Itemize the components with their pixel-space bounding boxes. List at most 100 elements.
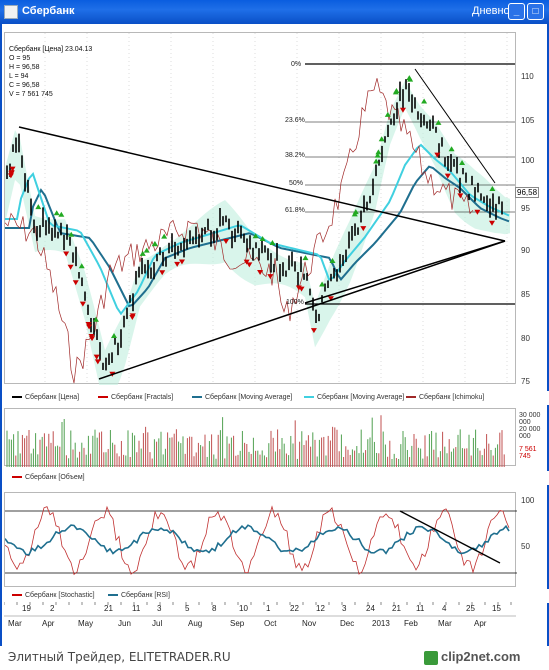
fractal-up-marker xyxy=(421,98,428,104)
trendline-upper xyxy=(18,126,506,242)
volume-axis[interactable]: 30 000 000 20 000 000 7 561 745 xyxy=(517,408,549,466)
legend-item[interactable]: Сбербанк [Fractals] xyxy=(98,394,173,401)
fractal-down-marker xyxy=(360,226,367,232)
oscillator-pane[interactable] xyxy=(4,492,517,587)
day-label: 10 xyxy=(239,604,248,613)
fractal-down-marker xyxy=(8,170,15,176)
legend-item[interactable]: Сбербанк [Цена] xyxy=(12,394,79,401)
fractal-down-marker xyxy=(457,193,464,199)
price-pane[interactable]: Сбербанк [Цена] 23.04.13 O = 95 H = 96,5… xyxy=(4,32,516,385)
month-label: Jun xyxy=(118,619,131,628)
month-label: Nov xyxy=(302,619,317,628)
fractal-down-marker xyxy=(399,107,406,113)
window-title: Сбербанк xyxy=(22,5,75,17)
fractal-up-marker xyxy=(435,119,442,125)
fractal-up-marker xyxy=(161,233,168,239)
fractal-down-marker xyxy=(63,251,70,257)
osc-tick: 100 xyxy=(521,496,535,505)
volume-tick: 20 000 000 xyxy=(519,426,541,440)
day-label: 8 xyxy=(212,604,217,613)
price-tick: 110 xyxy=(521,72,534,81)
fractal-up-marker xyxy=(139,250,146,256)
last-price-badge: 96,58 xyxy=(515,187,540,198)
month-label: Dec xyxy=(340,619,355,628)
maximize-button[interactable]: □ xyxy=(527,3,544,20)
month-label: Apr xyxy=(474,619,487,628)
info-low: L = 94 xyxy=(9,73,29,80)
fractal-down-marker xyxy=(174,261,181,267)
trendline-lower xyxy=(98,240,506,380)
ichimoku-line xyxy=(5,78,474,384)
info-instrument: Сбербанк [Цена] 23.04.13 xyxy=(9,46,93,53)
month-label: 2013 xyxy=(372,619,390,628)
fractal-down-marker xyxy=(246,262,253,268)
day-label: 12 xyxy=(316,604,325,613)
day-label: 3 xyxy=(157,604,162,613)
source-caption: Элитный Трейдер, ELITETRADER.RU xyxy=(8,650,231,664)
legend-label: Сбербанк [Fractals] xyxy=(111,394,174,401)
time-axis-grid xyxy=(4,602,516,617)
day-label: 21 xyxy=(104,604,113,613)
fib-level-50: 50% xyxy=(289,180,304,187)
price-tick: 95 xyxy=(521,204,530,213)
info-high: H = 96,58 xyxy=(9,64,40,71)
fractal-up-marker xyxy=(302,255,309,261)
day-label: 15 xyxy=(492,604,501,613)
fractal-down-marker xyxy=(310,328,317,334)
moving-average-line xyxy=(5,143,510,316)
fractal-down-marker xyxy=(85,321,92,327)
day-label: 19 xyxy=(22,604,31,613)
fractal-up-marker xyxy=(319,281,326,287)
legend-label: Сбербанк [RSI] xyxy=(121,592,170,599)
day-label: 3 xyxy=(342,604,347,613)
fractal-down-marker xyxy=(243,259,250,265)
legend-item[interactable]: Сбербанк [Объем] xyxy=(12,474,85,481)
fractal-down-marker xyxy=(9,166,16,172)
fractal-up-marker xyxy=(269,239,276,245)
fractal-up-marker xyxy=(407,76,414,82)
day-label: 4 xyxy=(442,604,447,613)
legend-item[interactable]: Сбербанк [Moving Average] xyxy=(304,394,404,401)
oscillator-axis[interactable]: 100 50 xyxy=(517,492,549,587)
fractal-down-marker xyxy=(178,259,185,265)
fractal-up-marker xyxy=(143,247,150,253)
chart-window: Сбербанк [Цена] 23.04.13 O = 95 H = 96,5… xyxy=(0,24,549,646)
price-tick: 75 xyxy=(521,377,530,386)
legend-item[interactable]: Сбербанк [Stochastic] xyxy=(12,592,95,599)
fractal-up-marker xyxy=(378,136,385,142)
volume-legend: Сбербанк [Объем] xyxy=(4,471,549,485)
day-label: 1 xyxy=(266,604,271,613)
minimize-button[interactable]: _ xyxy=(508,3,525,20)
legend-label: Сбербанк [Moving Average] xyxy=(205,394,293,401)
volume-tick: 30 000 000 xyxy=(519,412,541,426)
fractal-down-marker xyxy=(444,173,451,179)
day-label: 11 xyxy=(132,604,141,613)
fib-level-382: 38.2% xyxy=(285,152,305,159)
legend-item[interactable]: Сбербанк [Moving Average] xyxy=(192,394,292,401)
fractal-up-marker xyxy=(53,210,60,216)
price-tick: 100 xyxy=(521,156,535,165)
time-axis[interactable]: 19 2 21 11 3 5 8 10 1 22 12 3 24 21 11 4… xyxy=(4,602,516,644)
period-label[interactable]: Дневной xyxy=(472,5,516,17)
fractal-down-marker xyxy=(434,152,441,158)
osc-tick: 50 xyxy=(521,542,530,551)
legend-item[interactable]: Сбербанк [Ichimoku] xyxy=(406,394,484,401)
day-label: 2 xyxy=(50,604,55,613)
fractal-up-marker xyxy=(489,186,496,192)
fractal-down-marker xyxy=(159,270,166,276)
fib-level-0: 0% xyxy=(291,61,302,68)
footer: Элитный Трейдер, ELITETRADER.RU clip2net… xyxy=(0,646,549,670)
fractal-up-marker xyxy=(252,233,259,239)
volume-pane[interactable] xyxy=(4,408,516,467)
fractal-down-marker xyxy=(327,296,334,302)
fractal-down-marker xyxy=(295,285,302,291)
legend-item[interactable]: Сбербанк [RSI] xyxy=(108,592,170,599)
info-close: C = 96,58 xyxy=(9,82,40,89)
fractal-down-marker xyxy=(89,336,96,342)
fractal-up-marker xyxy=(92,316,99,322)
day-label: 24 xyxy=(366,604,375,613)
fractal-up-marker xyxy=(68,231,75,237)
fractal-down-marker xyxy=(94,359,101,365)
price-axis[interactable]: 110 105 100 95 90 85 80 75 xyxy=(517,32,549,386)
fib-level-100: 100% xyxy=(286,299,304,306)
